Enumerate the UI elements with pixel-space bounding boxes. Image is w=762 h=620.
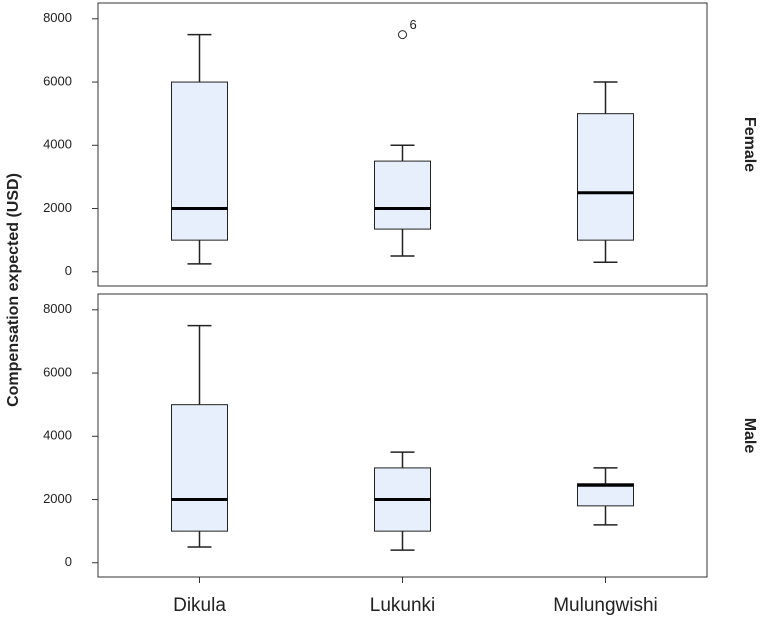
y-tick-label: 4000 bbox=[43, 428, 72, 443]
x-tick-label: Dikula bbox=[173, 595, 226, 616]
y-tick-label: 8000 bbox=[43, 301, 72, 316]
panel-frame bbox=[97, 2, 708, 287]
box bbox=[374, 160, 431, 230]
y-tick-label: 2000 bbox=[43, 491, 72, 506]
facet-label: Female bbox=[741, 117, 758, 172]
outlier-label: 6 bbox=[410, 17, 417, 32]
y-tick-label: 8000 bbox=[43, 10, 72, 25]
facet-label: Male bbox=[741, 418, 758, 454]
y-tick-label: 0 bbox=[65, 554, 72, 569]
y-axis-label: Compensation expected (USD) bbox=[5, 173, 22, 407]
outlier bbox=[398, 30, 407, 40]
y-tick-label: 6000 bbox=[43, 364, 72, 379]
y-tick-label: 6000 bbox=[43, 73, 72, 88]
y-tick-label: 0 bbox=[65, 263, 72, 278]
y-tick-label: 2000 bbox=[43, 200, 72, 215]
box bbox=[171, 81, 228, 241]
box bbox=[577, 113, 634, 241]
x-tick-label: Lukunki bbox=[370, 595, 436, 616]
x-tick-label: Mulungwishi bbox=[553, 595, 658, 616]
box bbox=[171, 404, 228, 532]
box bbox=[577, 483, 634, 507]
y-tick-label: 4000 bbox=[43, 137, 72, 152]
